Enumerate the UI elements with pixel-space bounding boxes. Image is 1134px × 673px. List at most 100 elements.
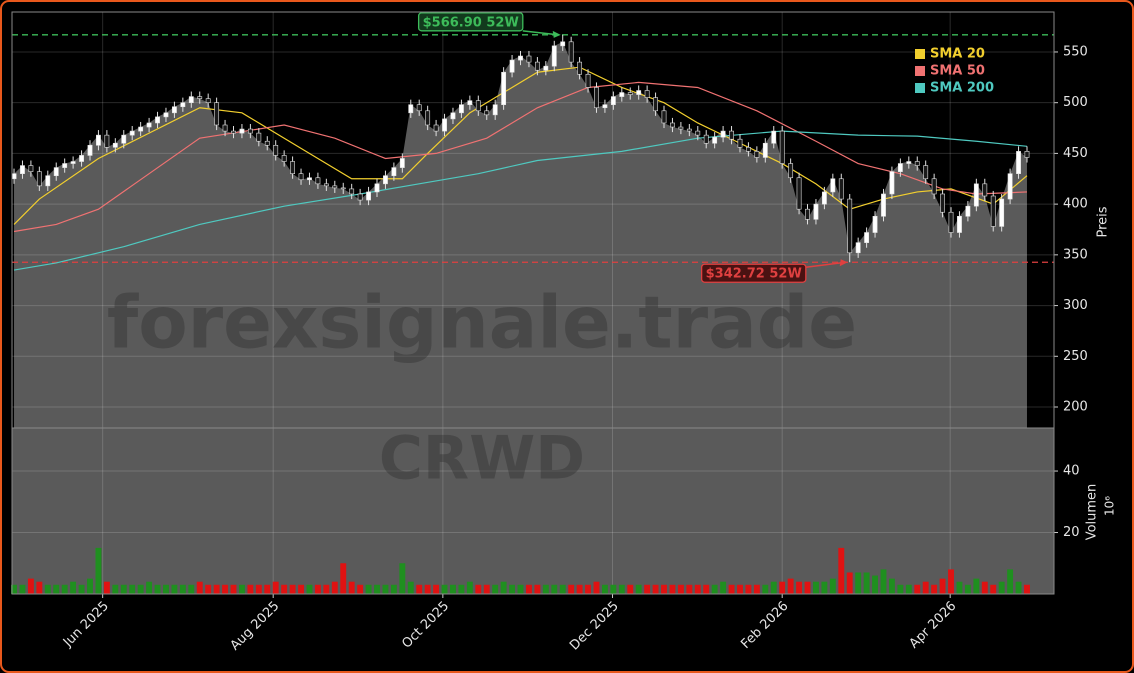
volume-bar [78,584,85,594]
candle-body [982,183,988,197]
candle-body [551,45,557,67]
volume-bar [129,584,136,594]
volume-bar [644,584,651,594]
volume-bar [483,584,490,594]
candle-body [442,118,447,132]
candle-body [231,130,236,134]
volume-bar [112,584,119,594]
volume-bar [509,584,516,594]
volume-bar [441,584,448,594]
candle-body [247,128,253,134]
candle-body [315,177,321,185]
annotation-arrow [522,30,559,36]
candle-body [450,112,456,120]
legend-swatch [915,83,925,93]
candle-body [374,183,380,193]
volume-bar [146,581,153,594]
volume-bar [618,584,625,594]
volume-bar [171,584,178,594]
volume-bar [179,584,186,594]
candle-body [332,185,338,189]
volume-bar [44,584,51,594]
volume-bar [247,584,254,594]
y-tick-label: 250 [1063,349,1088,364]
candle-body [298,173,304,181]
annotation-arrowhead [839,259,848,267]
candle-body [197,96,203,99]
volume-bar [821,581,828,594]
candle-body [712,136,718,144]
volume-bar [745,584,752,594]
y-tick-label: 550 [1063,44,1088,59]
candle-body [399,158,405,168]
volume-bar [661,584,667,594]
candle-body [501,71,507,106]
candle-body [931,178,937,195]
volume-bar [568,584,575,594]
y-tick-label: 300 [1063,298,1088,313]
candle-body [695,130,701,136]
volume-bar [872,575,878,594]
candle-body [87,144,93,156]
candle-body [855,242,861,254]
volume-bar [576,584,583,594]
volume-bar [103,581,110,594]
candle-body [45,175,51,187]
legend-swatch [915,66,925,76]
volume-bar [205,584,212,594]
volume-bar [374,584,380,594]
volume-bar [981,581,988,594]
candle-body [585,73,591,88]
volume-bar [323,584,330,594]
candle-body [923,165,929,180]
candle-body [467,100,473,106]
annotation-arrowhead [552,30,561,38]
candle-body [416,104,422,112]
volume-bar [779,581,786,594]
candle-body [70,161,76,164]
candle-body [821,191,827,205]
candle-body [940,193,945,213]
volume-bar [1024,584,1030,594]
volume-bar [534,584,541,594]
candle-body [104,134,110,148]
volume-bar [897,584,904,594]
candle-body [1024,151,1030,158]
candle-body [914,161,920,166]
volume-bar [230,584,237,594]
y-axis-label: Preis [1096,206,1111,237]
volume-bar [686,584,693,594]
candle-body [872,215,878,233]
volume-bar [703,584,710,594]
volume-bar [804,581,811,594]
sma-line [13,81,1028,233]
watermark-symbol: CRWD [379,424,585,494]
volume-bar [812,581,819,594]
volume-bar [213,584,220,594]
volume-bar [838,547,845,594]
candle-body [678,126,684,130]
volume-bar [669,584,676,594]
candle-body [239,128,245,134]
volume-bar [922,581,929,594]
volume-bar [399,563,406,594]
y-tick-label: 200 [1063,400,1088,415]
candle-body [121,134,127,144]
candle-body [492,104,498,116]
volume-bar [720,581,727,594]
volume-bar [11,584,17,594]
candle-body [475,100,481,112]
volume-bar [551,584,558,594]
volume-bar [728,584,735,594]
candle-body [349,188,355,195]
candle-body [1016,151,1021,174]
volume-bar [998,581,1005,594]
candle-body [906,161,912,164]
candle-body [543,65,549,71]
legend-label: SMA 50 [930,64,985,79]
legend-label: SMA 200 [930,81,994,96]
volume-bar [163,584,169,594]
volume-bar [281,584,288,594]
volume-bar [990,584,997,594]
